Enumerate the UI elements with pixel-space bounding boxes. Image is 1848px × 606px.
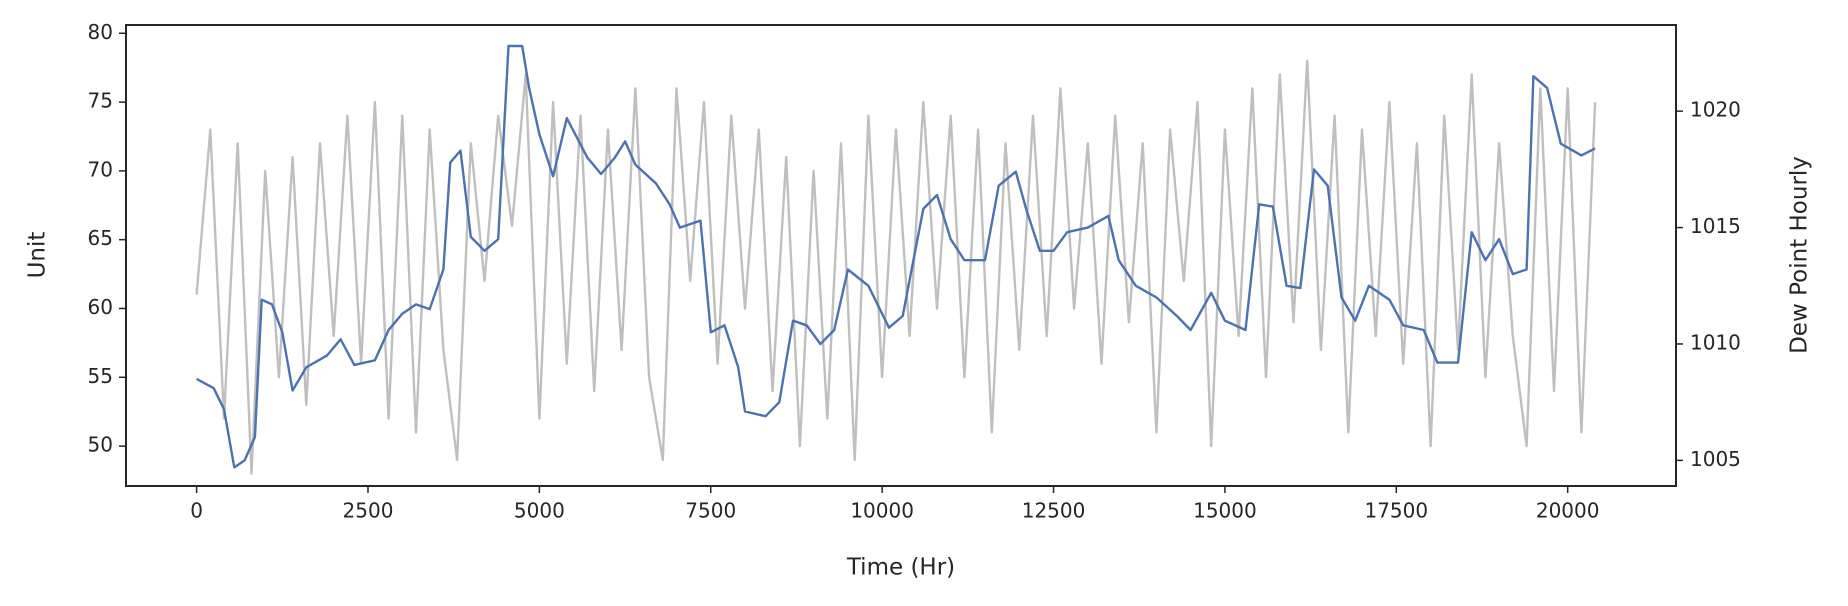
x-tick-label: 7500: [685, 499, 736, 523]
y-tick-label: 80: [88, 20, 113, 44]
plot-frame: [125, 24, 1677, 487]
x-tick-label: 5000: [514, 499, 565, 523]
x-tick-label: 12500: [1022, 499, 1086, 523]
y2-axis-label: Dew Point Hourly: [1787, 156, 1813, 354]
y-tick-label: 75: [88, 89, 113, 113]
series-line: [195, 59, 1597, 475]
y2-tick-label: 1005: [1690, 447, 1741, 471]
x-tick-label: 10000: [850, 499, 914, 523]
y-tick-label: 50: [88, 433, 113, 457]
y2-tick-label: 1015: [1690, 214, 1741, 238]
y-tick-label: 55: [88, 364, 113, 388]
x-tick-label: 17500: [1364, 499, 1428, 523]
x-axis-label: Time (Hr): [846, 555, 955, 581]
y2-tick-label: 1010: [1690, 330, 1741, 354]
y-axis-label: Unit: [25, 232, 51, 279]
y-tick-label: 65: [88, 226, 113, 250]
x-tick-label: 0: [190, 499, 203, 523]
x-tick-label: 20000: [1536, 499, 1600, 523]
y-tick-label: 60: [88, 295, 113, 319]
y-tick-label: 70: [88, 157, 113, 181]
x-tick-label: 15000: [1193, 499, 1257, 523]
x-tick-label: 2500: [343, 499, 394, 523]
y2-tick-label: 1020: [1690, 98, 1741, 122]
series-line: [196, 44, 1596, 469]
